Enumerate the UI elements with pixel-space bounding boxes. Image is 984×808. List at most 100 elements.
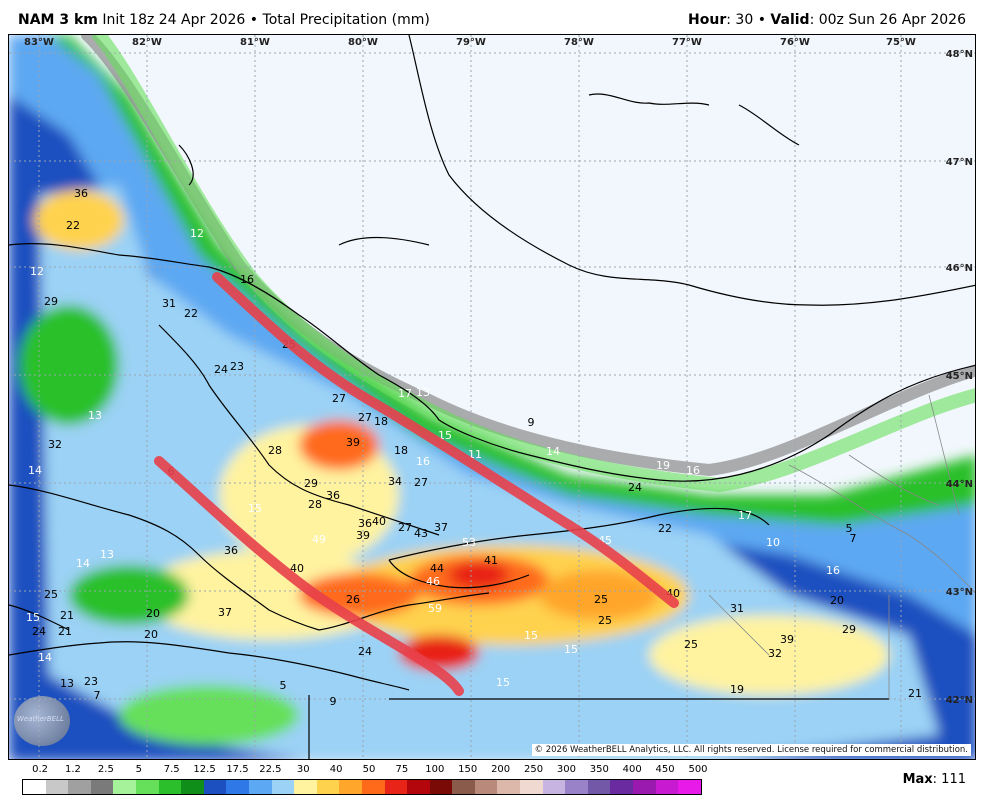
legend-swatch <box>361 780 385 794</box>
precip-value: 43 <box>414 527 428 540</box>
legend-label: 17.5 <box>226 764 249 775</box>
legend-swatch <box>181 780 204 794</box>
precip-value: 15 <box>564 643 578 656</box>
precip-value: 14 <box>38 651 52 664</box>
lon-label: 76°W <box>780 37 810 48</box>
legend-swatch <box>45 780 69 794</box>
precip-value: 21 <box>908 687 922 700</box>
precip-value: 16 <box>416 455 430 468</box>
gray-fringe <box>81 35 975 493</box>
lat-label: 48°N <box>946 49 973 60</box>
precip-value: 5 <box>280 679 287 692</box>
annotation-line-north <box>212 272 679 608</box>
precip-value: 25 <box>594 593 608 606</box>
max-label: Max <box>902 772 933 787</box>
legend-swatch <box>158 780 182 794</box>
precip-value: 21 <box>60 609 74 622</box>
lon-label: 81°W <box>240 37 270 48</box>
precip-value: 12 <box>30 265 44 278</box>
legend-swatch <box>542 780 566 794</box>
precip-value: 13 <box>416 386 430 399</box>
lat-label: 47°N <box>946 157 973 168</box>
precip-value: 41 <box>484 554 498 567</box>
legend-label: 22.5 <box>259 764 282 775</box>
annotation-lines <box>154 272 679 696</box>
precip-value: 31 <box>730 602 744 615</box>
precip-value: 15 <box>496 676 510 689</box>
legend-label: 450 <box>655 764 675 775</box>
dry-region <box>79 35 975 465</box>
precip-value: 22 <box>658 522 672 535</box>
map-svg: 83°W 82°W 81°W 80°W 79°W 78°W 77°W 76°W 75°W 48°… <box>9 35 975 759</box>
precip-value: 39 <box>346 436 360 449</box>
precip-value: 27 <box>358 411 372 424</box>
precip-value: 53 <box>462 536 476 549</box>
precip-field <box>9 35 975 759</box>
lat-labels: 48°N 47°N 46°N 45°N 44°N 43°N 42°N <box>946 49 973 706</box>
legend-label: 200 <box>491 764 511 775</box>
precip-value: 28 <box>308 498 322 511</box>
legend-swatch <box>497 780 521 794</box>
legend-swatch <box>113 780 136 794</box>
precip-value: 20 <box>146 607 160 620</box>
precip-value: 26 <box>346 593 360 606</box>
separator-2: • <box>757 12 766 28</box>
precip-value: 13 <box>60 677 74 690</box>
precip-value: 39 <box>780 633 794 646</box>
legend-swatch <box>429 780 453 794</box>
precip-value: 29 <box>44 295 58 308</box>
precip-value: 24 <box>628 481 642 494</box>
lon-label: 80°W <box>348 37 378 48</box>
legend-swatch <box>90 780 114 794</box>
lat-label: 44°N <box>946 479 973 490</box>
header-bar: NAM 3 km Init 18z 24 Apr 2026 • Total Pr… <box>0 0 984 34</box>
precip-value: 14 <box>76 557 90 570</box>
precip-value: 15 <box>248 502 262 515</box>
legend-label: 500 <box>688 764 708 775</box>
legend-swatch <box>135 780 159 794</box>
legend-label: 75 <box>395 764 409 775</box>
precip-value: 20 <box>830 594 844 607</box>
legend-label: 12.5 <box>193 764 216 775</box>
precip-value: 16 <box>686 464 700 477</box>
precip-value: 16 <box>826 564 840 577</box>
legend-swatch <box>339 780 362 794</box>
borders-coastlines <box>9 35 975 759</box>
precip-value: 27 <box>332 392 346 405</box>
precip-value: 37 <box>218 606 232 619</box>
precip-value: 10 <box>766 536 780 549</box>
precip-value: 16 <box>240 273 254 286</box>
valid-value: : 00z Sun 26 Apr 2026 <box>809 12 966 28</box>
precip-value: 15 <box>524 629 538 642</box>
precip-value: 36 <box>326 489 340 502</box>
max-value: Max: 111 <box>903 772 966 787</box>
precip-value: 9 <box>528 416 535 429</box>
legend-swatch <box>474 780 498 794</box>
precip-map[interactable]: 83°W 82°W 81°W 80°W 79°W 78°W 77°W 76°W 75°W 48°… <box>8 34 976 760</box>
hour-label: Hour <box>688 12 727 28</box>
lon-label: 83°W <box>24 37 54 48</box>
lon-label: 77°W <box>672 37 702 48</box>
precip-value: 18 <box>394 444 408 457</box>
precip-value: 24 <box>358 645 372 658</box>
precip-value: 28 <box>268 444 282 457</box>
lat-label: 42°N <box>946 695 973 706</box>
legend-label: 250 <box>523 764 544 775</box>
precip-value: 44 <box>430 562 444 575</box>
annotation-line-south <box>154 456 464 696</box>
precip-value: 32 <box>768 647 782 660</box>
separator: • <box>249 12 259 28</box>
legend-swatch <box>678 780 701 794</box>
precip-value: 13 <box>100 548 114 561</box>
legend-swatch <box>271 780 295 794</box>
precip-value: 13 <box>88 409 102 422</box>
precip-value: 24 <box>32 625 46 638</box>
precip-value: 27 <box>398 521 412 534</box>
precip-value: 31 <box>162 297 176 310</box>
legend-swatch <box>407 780 430 794</box>
precip-value: 46 <box>426 575 440 588</box>
precip-value: 23 <box>84 675 98 688</box>
precip-value: 14 <box>546 445 560 458</box>
legend-label: 400 <box>622 764 642 775</box>
